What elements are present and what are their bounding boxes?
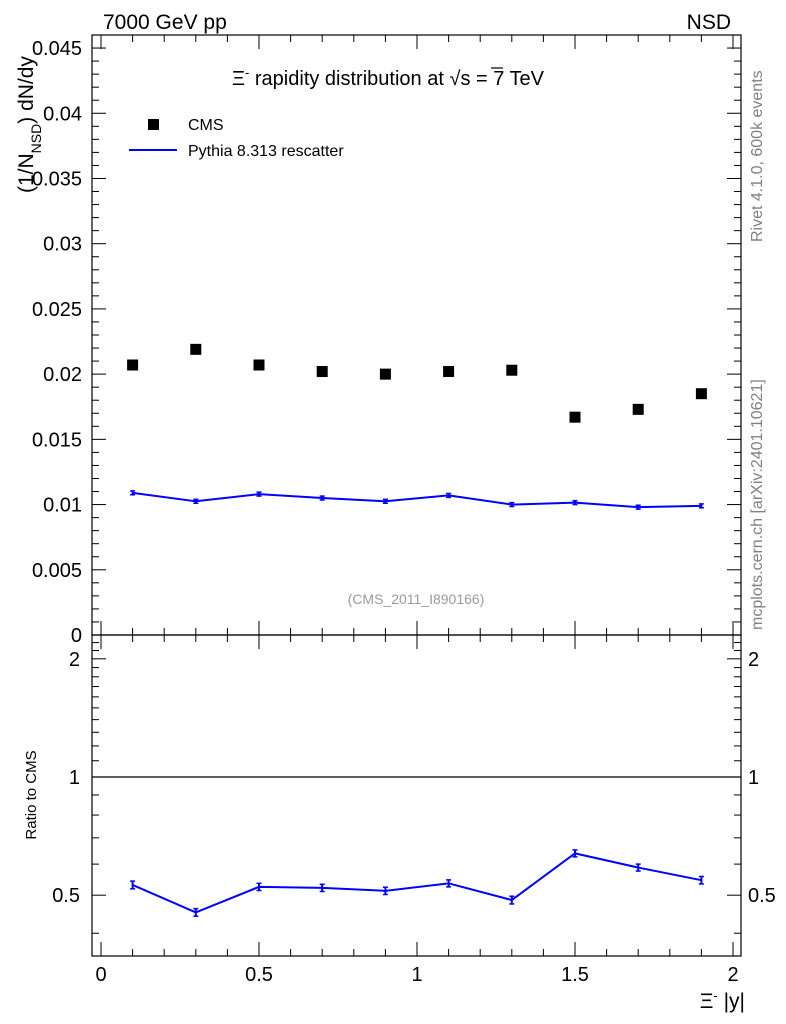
- ylabel-prefix: (1/N: [15, 153, 38, 193]
- title-superscript: -: [245, 65, 249, 80]
- y-tick-label: 0.02: [43, 364, 82, 386]
- xlabel-text: |y|: [718, 990, 745, 1013]
- cms-point: [443, 366, 455, 378]
- ratio-y-axis-label: Ratio to CMS: [23, 750, 40, 839]
- ratio-tick-label: 2: [69, 649, 80, 671]
- y-tick-label: 0: [71, 625, 82, 647]
- cms-point: [127, 359, 139, 371]
- x-tick-label: 1.5: [561, 964, 589, 986]
- x-tick-label: 0: [95, 964, 106, 986]
- header-left: 7000 GeV pp: [103, 11, 227, 34]
- chart-marks: 0 0.5 1 1.5 200.0050.010.0150.020.0250.030.0…: [32, 34, 776, 986]
- cms-point: [632, 403, 644, 415]
- y-axis-label: (1/NNSD) dN/dy: [15, 56, 44, 193]
- analysis-id: (CMS_2011_I890166): [348, 591, 485, 607]
- ratio-tick-label-right: 1: [748, 767, 759, 789]
- legend-cms-marker: [148, 119, 159, 130]
- title-text: rapidity distribution at: [249, 68, 449, 90]
- x-tick-label: 2: [727, 964, 738, 986]
- y-tick-label: 0.03: [43, 234, 82, 256]
- header-right: NSD: [687, 11, 731, 34]
- legend-pythia-label: Pythia 8.313 rescatter: [188, 143, 344, 160]
- cms-point: [569, 411, 581, 423]
- xlabel-superscript: -: [713, 988, 717, 1003]
- ratio-tick-label-right: 2: [748, 649, 759, 671]
- title-sqrt: √: [449, 68, 460, 90]
- ratio-line: [132, 852, 702, 914]
- pythia-line: [132, 491, 702, 509]
- x-tick-label: 1: [411, 964, 422, 986]
- xlabel-symbol: Ξ: [700, 990, 714, 1013]
- mcplots-info: mcplots.cern.ch [arXiv:2401.10621]: [749, 379, 766, 630]
- y-tick-label: 0.04: [43, 103, 82, 125]
- y-tick-label: 0.025: [32, 299, 82, 321]
- x-tick-label: 0.5: [245, 964, 273, 986]
- cms-point: [190, 343, 202, 355]
- x-axis-label: Ξ- |y|: [700, 988, 745, 1013]
- title-suffix: = 7 TeV: [470, 68, 544, 90]
- ratio-tick-label-right: 0.5: [748, 885, 776, 907]
- ratio-plot-frame: [91, 634, 742, 957]
- cms-point: [253, 359, 265, 371]
- title-symbol: Ξ: [232, 68, 245, 90]
- y-tick-label: 0.035: [32, 168, 82, 190]
- cms-point: [379, 368, 391, 380]
- y-tick-label: 0.01: [43, 495, 82, 517]
- ylabel-subscript: NSD: [28, 124, 44, 154]
- ratio-tick-label: 1: [69, 767, 80, 789]
- cms-point: [316, 366, 328, 378]
- cms-point: [695, 388, 707, 400]
- ylabel-suffix: ) dN/dy: [15, 56, 38, 124]
- legend-cms-label: CMS: [188, 117, 224, 134]
- rivet-info: Rivet 4.1.0, 600k events: [749, 70, 766, 242]
- y-tick-label: 0.005: [32, 560, 82, 582]
- ratio-tick-label: 0.5: [52, 885, 80, 907]
- chart-title: Ξ- rapidity distribution at √s = 7 TeV: [232, 65, 545, 90]
- y-tick-label: 0.015: [32, 429, 82, 451]
- cms-point: [506, 364, 518, 376]
- y-tick-label: 0.045: [32, 38, 82, 60]
- title-s: s: [460, 68, 470, 90]
